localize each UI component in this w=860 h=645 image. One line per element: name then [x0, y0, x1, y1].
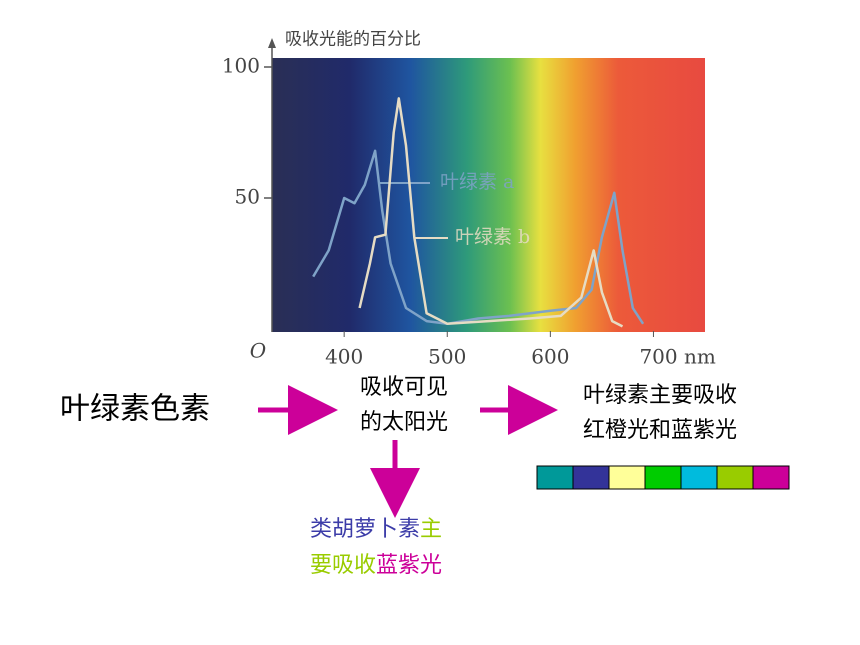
x-tick-label: 400: [325, 345, 363, 369]
pigment-label: 叶绿素色素: [60, 392, 210, 427]
carotenoid-line: 要吸收蓝紫光: [310, 553, 442, 578]
spectrum-background: [272, 58, 705, 332]
color-cell: [536, 465, 574, 490]
step1-line: 的太阳光: [360, 410, 448, 435]
color-cell: [680, 465, 718, 490]
color-cell: [572, 465, 610, 490]
series-line: [358, 97, 624, 328]
text-segment: 类胡萝卜素: [310, 517, 420, 542]
y-tick-label: 100: [222, 54, 260, 78]
legend-label: 叶绿素 b: [455, 226, 530, 248]
y-tick-label: 50: [235, 185, 260, 209]
color-strip: [536, 465, 790, 490]
step1-line: 吸收可见: [360, 375, 448, 400]
chart: 50 100 400 500 600 700 nm 叶绿素 a 叶绿素 b: [222, 54, 716, 369]
color-cell: [644, 465, 682, 490]
legend-label: 叶绿素 a: [440, 171, 514, 193]
color-cell: [752, 465, 790, 490]
color-cell: [608, 465, 646, 490]
text-segment: 要吸收: [310, 553, 376, 578]
text-segment: 主: [420, 517, 442, 542]
carotenoid-line: 类胡萝卜素主: [310, 517, 442, 542]
y-axis-label: 吸收光能的百分比: [285, 30, 421, 50]
step2-line: 叶绿素主要吸收: [583, 383, 737, 408]
x-tick-label: 600: [531, 345, 569, 369]
color-cell: [716, 465, 754, 490]
step2-line: 红橙光和蓝紫光: [583, 418, 737, 443]
x-tick-label: 500: [428, 345, 466, 369]
origin-label: O: [250, 339, 266, 363]
x-tick-label: 700 nm: [639, 345, 715, 369]
text-segment: 蓝紫光: [376, 553, 442, 578]
y-axis-arrow: [268, 38, 276, 48]
